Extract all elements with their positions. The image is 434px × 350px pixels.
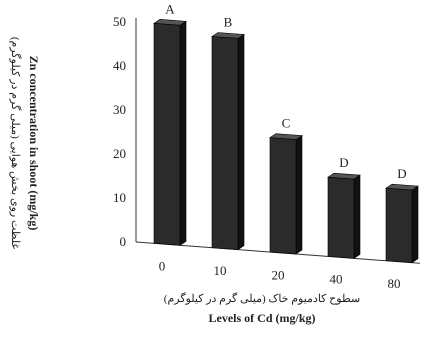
x-tick-label: 40 xyxy=(330,272,343,287)
x-tick-label: 0 xyxy=(159,259,166,274)
y-tick-label: 20 xyxy=(113,146,126,161)
y-axis-title: Zn concentration in shoot (mg/kg) xyxy=(27,56,41,231)
significance-letter: A xyxy=(165,1,175,16)
y-tick-label: 40 xyxy=(113,58,126,73)
bar-side xyxy=(295,135,303,255)
bar xyxy=(385,187,413,264)
bar-side xyxy=(411,185,419,264)
bar-side xyxy=(353,174,361,259)
x-tick-label: 10 xyxy=(214,263,227,278)
significance-letter: B xyxy=(224,15,233,30)
bar xyxy=(211,36,239,250)
y-tick-label: 0 xyxy=(120,234,127,249)
significance-letter: D xyxy=(397,166,406,181)
x-axis-title-fa: سطوح کادمیوم خاک (میلی گرم در کیلوگرم) xyxy=(164,292,360,305)
bar-side xyxy=(237,33,245,251)
y-tick-label: 10 xyxy=(113,190,126,205)
significance-letter: D xyxy=(339,155,348,170)
bar-side xyxy=(179,20,187,246)
bar xyxy=(327,176,355,259)
bar xyxy=(269,137,297,255)
bar xyxy=(153,23,181,246)
significance-letter: C xyxy=(282,116,291,131)
bars-layer xyxy=(153,19,419,264)
labels-layer: 0 10 20 30 40 50 A 0 B 10 C 20 D 40 D 80 xyxy=(113,1,407,291)
x-tick-label: 20 xyxy=(272,267,285,282)
y-axis-title-fa: غلظت روی بخش هوایی (میلی گرم در کیلوگرم) xyxy=(9,37,22,250)
x-axis-title: Levels of Cd (mg/kg) xyxy=(209,311,316,325)
y-tick-label: 30 xyxy=(113,102,126,117)
x-tick-label: 80 xyxy=(388,276,401,291)
y-tick-label: 50 xyxy=(113,14,126,29)
